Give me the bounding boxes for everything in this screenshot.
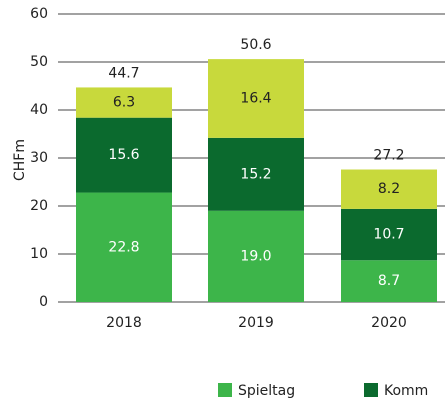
data-label: 8.7 (378, 273, 400, 289)
bar-segment (341, 208, 437, 261)
bar-segment (208, 210, 304, 302)
data-label: 15.6 (108, 147, 139, 163)
bar-segment (341, 260, 437, 302)
y-tick-label: 20 (30, 198, 48, 214)
total-label: 50.6 (240, 37, 271, 53)
bar-segment (76, 117, 172, 193)
legend-swatch (364, 383, 378, 397)
bar-segment (208, 137, 304, 211)
y-tick-label: 30 (30, 150, 48, 166)
data-label: 10.7 (373, 227, 404, 243)
x-tick-label: 2020 (371, 315, 407, 331)
data-label: 19.0 (240, 248, 271, 264)
y-tick-label: 60 (30, 6, 48, 22)
legend-label: Komm (384, 383, 428, 399)
bar-segment (208, 59, 304, 138)
data-label: 15.2 (240, 166, 271, 182)
data-label: 16.4 (240, 90, 271, 106)
y-tick-label: 10 (30, 246, 48, 262)
y-tick-label: 50 (30, 54, 48, 70)
total-label: 44.7 (108, 65, 139, 81)
y-tick-label: 0 (39, 294, 48, 310)
x-tick-label: 2019 (238, 315, 274, 331)
bar-segment (76, 192, 172, 302)
y-axis-label: CHFm (12, 139, 28, 181)
legend-swatch (218, 383, 232, 397)
bar-segment (76, 87, 172, 118)
y-tick-label: 40 (30, 102, 48, 118)
total-label: 27.2 (373, 148, 404, 164)
bar-segment (341, 169, 437, 209)
data-label: 22.8 (108, 239, 139, 255)
x-tick-label: 2018 (106, 315, 142, 331)
legend-label: Spieltag (238, 383, 295, 399)
data-label: 8.2 (378, 181, 400, 197)
data-label: 6.3 (113, 95, 135, 111)
